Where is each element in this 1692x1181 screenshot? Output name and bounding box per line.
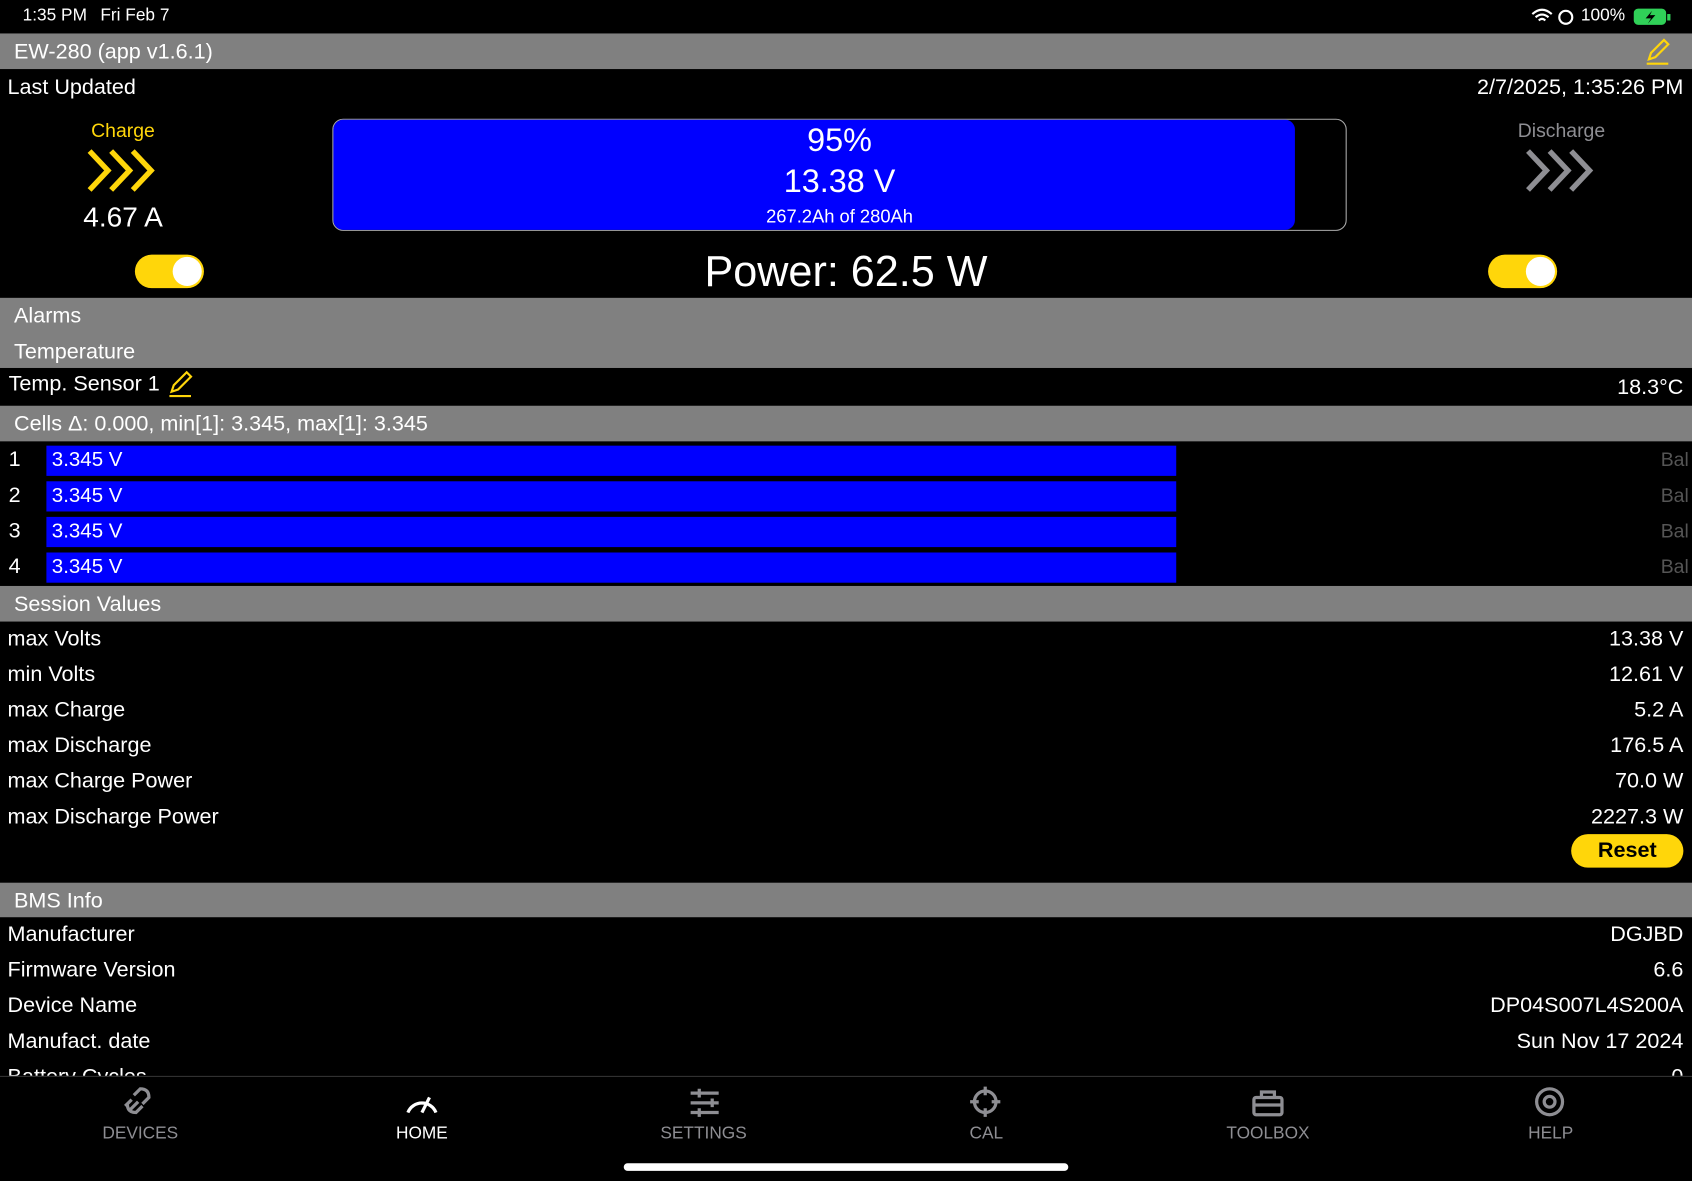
charge-chevrons bbox=[87, 149, 155, 192]
session-value: 2227.3 W bbox=[1591, 805, 1684, 829]
cell-index: 4 bbox=[8, 554, 21, 579]
tab-icons bbox=[124, 1086, 1565, 1117]
session-label: max Volts bbox=[7, 626, 102, 651]
home-indicator bbox=[623, 1163, 1069, 1171]
bms-value: 6.6 bbox=[1653, 958, 1684, 982]
soc-fill bbox=[333, 119, 1296, 230]
temp-sensor-label: Temp. Sensor 1 bbox=[8, 372, 160, 397]
discharge-chevrons bbox=[1526, 149, 1594, 192]
session-label: max Discharge Power bbox=[7, 805, 219, 829]
last-updated-value: 2/7/2025, 1:35:26 PM bbox=[1477, 75, 1684, 100]
cell-index: 1 bbox=[8, 447, 21, 472]
temperature-title: Temperature bbox=[14, 339, 136, 364]
reset-button[interactable]: Reset bbox=[1571, 834, 1684, 868]
status-date: Fri Feb 7 bbox=[100, 6, 170, 25]
bms-label: Manufacturer bbox=[7, 922, 135, 947]
header-bar bbox=[0, 33, 1692, 70]
session-label: max Charge bbox=[7, 698, 126, 722]
bms-value: DP04S007L4S200A bbox=[1490, 993, 1684, 1018]
charge-current: 4.67 A bbox=[83, 200, 163, 234]
cell-balance: Bal bbox=[1660, 520, 1689, 542]
session-value: 5.2 A bbox=[1634, 698, 1684, 722]
cell-voltage: 3.345 V bbox=[51, 484, 123, 508]
cell-voltage: 3.345 V bbox=[51, 520, 123, 543]
tab[interactable]: TOOLBOX bbox=[1226, 1124, 1310, 1143]
tab[interactable]: DEVICES bbox=[102, 1124, 179, 1143]
edit-icon[interactable] bbox=[167, 370, 193, 398]
cell-balance: Bal bbox=[1660, 448, 1689, 471]
tab[interactable]: CAL bbox=[969, 1124, 1004, 1143]
section-bar bbox=[0, 585, 1692, 622]
cell-voltage: 3.345 V bbox=[51, 448, 123, 472]
cell-balance: Bal bbox=[1660, 484, 1689, 507]
discharge-toggle[interactable] bbox=[1488, 254, 1558, 289]
bms-label: Battery Cycles bbox=[8, 1060, 147, 1076]
edit-icon[interactable] bbox=[1645, 38, 1671, 66]
temp-value: 18.3°C bbox=[1617, 375, 1684, 400]
device-title: EW-280 (app v1.6.1) bbox=[14, 39, 213, 64]
session-value: 12.61 V bbox=[1608, 662, 1684, 687]
cell-index: 2 bbox=[8, 483, 21, 508]
session-value: 13.38 V bbox=[1608, 626, 1684, 651]
battery-gauge bbox=[332, 118, 1347, 231]
session-value: 176.5 A bbox=[1610, 733, 1684, 758]
session-value: 70.0 W bbox=[1615, 769, 1684, 794]
cells-title: Cells Δ: 0.000, min[1]: 3.345, max[1]: 3… bbox=[14, 412, 428, 436]
soc-label: 95% bbox=[807, 123, 872, 159]
power: Power: 62.5 W bbox=[704, 248, 988, 296]
charge-toggle[interactable] bbox=[134, 254, 204, 289]
cell-bar bbox=[46, 552, 1177, 583]
section-bar bbox=[0, 405, 1692, 442]
bms-label: Device Name bbox=[7, 993, 138, 1018]
charge-label: Charge bbox=[91, 119, 155, 142]
last-updated-label: Last Updated bbox=[7, 75, 136, 100]
tab[interactable]: HOME bbox=[396, 1124, 448, 1143]
bms-value: Sun Nov 17 2024 bbox=[1516, 1029, 1684, 1054]
status-time: 1:35 PM bbox=[22, 6, 87, 25]
bms-value: DGJBD bbox=[1610, 922, 1684, 947]
discharge-label: Discharge bbox=[1517, 119, 1606, 142]
cell-bar bbox=[46, 445, 1177, 476]
cell-index: 3 bbox=[8, 519, 21, 543]
session-label: max Charge Power bbox=[7, 769, 193, 794]
session-label: min Volts bbox=[7, 662, 96, 687]
tab-bar bbox=[0, 1075, 1692, 1181]
bms-title: BMS Info bbox=[14, 889, 103, 913]
status-icons bbox=[1531, 8, 1671, 25]
bms-label: Manufact. date bbox=[7, 1029, 151, 1054]
battery-voltage: 13.38 V bbox=[783, 164, 896, 200]
cell-voltage: 3.345 V bbox=[51, 555, 123, 579]
cell-bar bbox=[46, 481, 1177, 512]
bms-value: 0 bbox=[1671, 1060, 1683, 1076]
cell-bar bbox=[46, 516, 1177, 548]
section-bar bbox=[0, 297, 1692, 368]
bms-list: Manufacturer DGJBD Firmware Version 6.6 Devi… bbox=[0, 917, 1692, 1076]
tab[interactable]: SETTINGS bbox=[660, 1124, 747, 1143]
section-bar bbox=[0, 882, 1692, 918]
status-battery: 100% bbox=[1580, 6, 1626, 25]
session-label: max Discharge bbox=[7, 733, 152, 758]
session-title: Session Values bbox=[14, 592, 162, 617]
bms-label: Firmware Version bbox=[7, 958, 176, 982]
alarms-title: Alarms bbox=[14, 304, 82, 329]
cell-balance: Bal bbox=[1660, 555, 1689, 578]
tab[interactable]: HELP bbox=[1528, 1124, 1574, 1143]
battery-capacity: 267.2Ah of 280Ah bbox=[766, 206, 913, 227]
